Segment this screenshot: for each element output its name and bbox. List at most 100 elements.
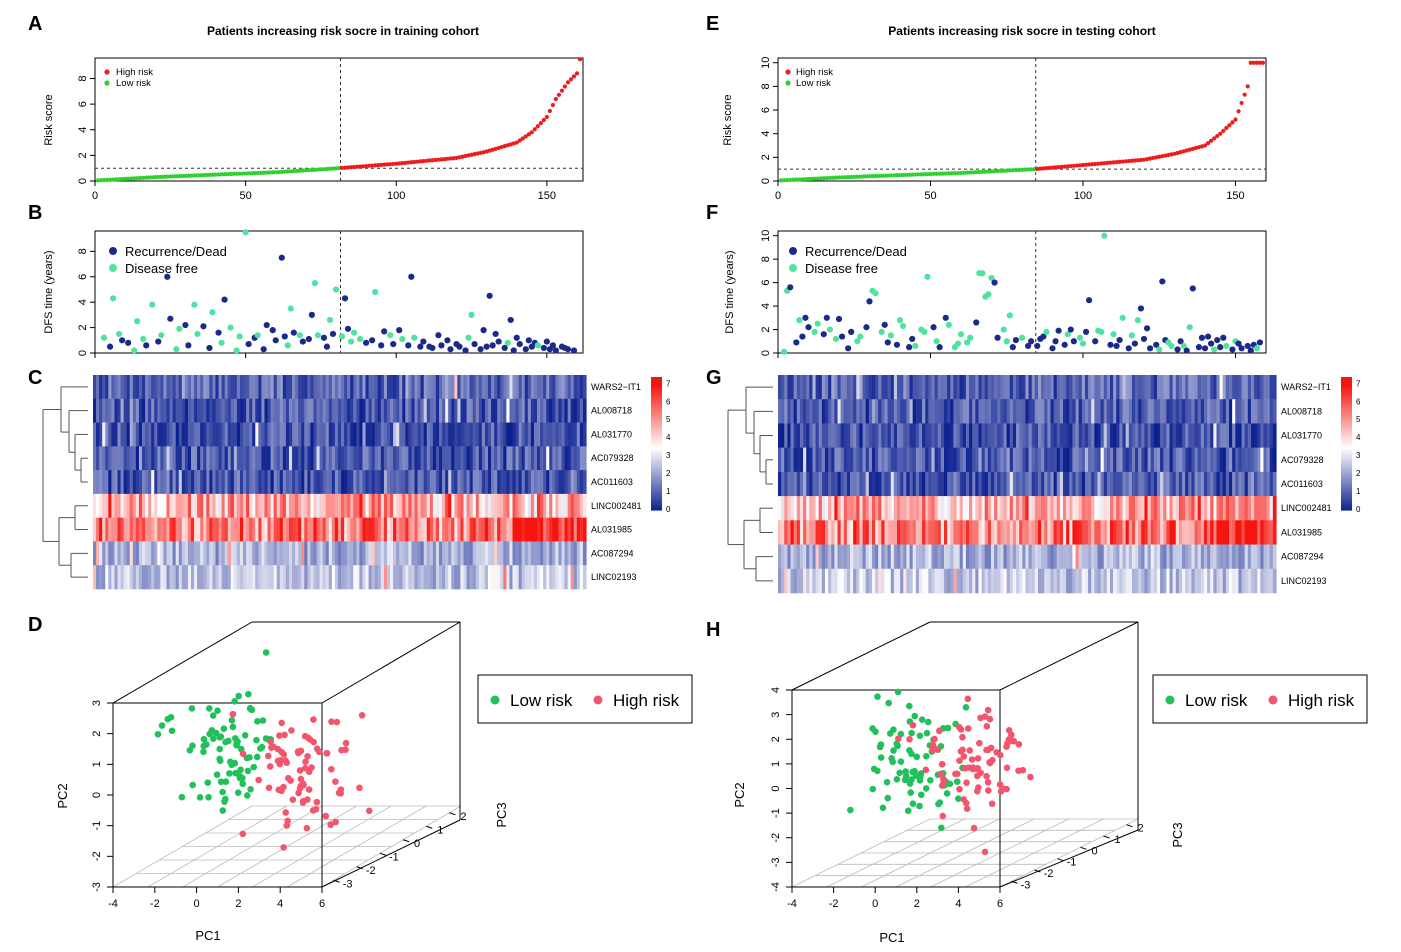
dfs-point: [1006, 312, 1013, 319]
heatmap-cell: [1006, 423, 1011, 448]
dfs-point: [507, 316, 514, 324]
heatmap-cell: [390, 517, 394, 542]
heatmap-cell: [1031, 520, 1036, 545]
heatmap-cell: [506, 398, 511, 423]
heatmap-cell: [1125, 568, 1130, 594]
heatmap-cell: [796, 399, 801, 424]
heatmap-cell: [1075, 471, 1080, 497]
heatmap-cell: [1241, 496, 1246, 521]
heatmap-cell: [123, 446, 128, 471]
heatmap-cell: [564, 398, 569, 423]
heatmap-cell: [368, 375, 373, 400]
heatmap-cell: [533, 565, 538, 590]
risk-point: [971, 170, 976, 175]
risk-point: [523, 134, 528, 139]
heatmap-cell: [1106, 544, 1111, 570]
heatmap-cell: [359, 541, 364, 566]
heatmap-cell: [987, 399, 992, 424]
dfs-point: [284, 342, 291, 349]
heatmap-cell: [209, 517, 214, 542]
risk-point: [1117, 159, 1122, 164]
heatmap-cell: [307, 446, 312, 471]
heatmap-cell: [940, 471, 945, 497]
heatmap-cell: [316, 565, 321, 590]
heatmap-cell: [567, 398, 572, 423]
heatmap-cell: [1141, 375, 1146, 400]
heatmap-cell: [909, 399, 914, 424]
heatmap-cell: [972, 447, 976, 473]
heatmap-cell: [1044, 471, 1048, 497]
heatmap-cell: [145, 470, 149, 495]
heatmap-cell: [994, 544, 998, 570]
heatmap-cell: [96, 422, 100, 447]
heatmap-cell: [190, 541, 195, 566]
heatmap-cell: [157, 493, 161, 518]
heatmap-cell: [319, 422, 324, 447]
heatmap-cell: [543, 375, 547, 400]
heatmap-cell: [411, 470, 416, 495]
heatmap-cell: [875, 423, 879, 448]
heatmap-cell: [1034, 447, 1039, 473]
heatmap-cell: [1037, 375, 1042, 400]
heatmap-cell: [264, 446, 269, 471]
risk-point: [526, 132, 531, 137]
dfs-point: [242, 229, 249, 236]
heatmap-cell: [912, 568, 917, 594]
pca-point-high-risk: [276, 732, 283, 739]
x-tick-label: 2: [235, 898, 241, 910]
heatmap-cell: [1028, 375, 1033, 400]
heatmap-cell: [478, 422, 483, 447]
heatmap-cell: [1119, 520, 1124, 545]
heatmap-cell: [439, 422, 443, 447]
heatmap-cell: [1106, 423, 1111, 448]
gene-label: AL031770: [1281, 431, 1322, 441]
colorbar-segment: [1341, 490, 1352, 493]
heatmap-cell: [497, 541, 501, 566]
heatmap-cell: [132, 446, 137, 471]
heatmap-cell: [815, 568, 820, 594]
risk-point: [1202, 143, 1208, 148]
heatmap-cell: [1044, 544, 1048, 570]
heatmap-cell: [981, 399, 986, 424]
dfs-point: [501, 344, 508, 352]
pca-point-low-risk: [239, 780, 247, 788]
risk-point: [556, 92, 562, 97]
risk-point: [297, 168, 302, 173]
z-tick-label: -1: [389, 851, 399, 863]
heatmap-cell: [1163, 520, 1167, 545]
heatmap-cell: [537, 565, 541, 590]
heatmap-cell: [1034, 496, 1039, 521]
heatmap-cell: [141, 470, 146, 495]
heatmap-cell: [1097, 568, 1102, 594]
heatmap-cell: [509, 446, 514, 471]
heatmap-cell: [981, 568, 986, 594]
heatmap-cell: [141, 398, 146, 423]
colorbar-segment: [1341, 427, 1352, 431]
heatmap-cell: [533, 470, 538, 495]
heatmap-cell: [368, 565, 373, 590]
heatmap-cell: [451, 446, 455, 471]
heatmap-cell: [567, 565, 572, 590]
pca-point-low-risk: [883, 778, 891, 786]
heatmap-cell: [799, 568, 804, 594]
heatmap-cell: [1169, 471, 1174, 497]
heatmap-cell: [1169, 375, 1174, 400]
heatmap-cell: [549, 398, 553, 423]
heatmap-cell: [353, 470, 357, 495]
heatmap-cell: [865, 520, 870, 545]
heatmap-cell: [463, 565, 468, 590]
heatmap-cell: [978, 375, 983, 400]
risk-point: [364, 163, 369, 169]
dfs-point: [988, 274, 995, 282]
heatmap-cell: [1163, 399, 1167, 424]
dfs-point: [522, 346, 529, 353]
risk-point: [1053, 165, 1058, 170]
heatmap-cell: [243, 470, 247, 495]
dfs-point: [1107, 341, 1114, 348]
dfs-point: [221, 296, 228, 303]
heatmap-cell: [925, 568, 929, 594]
heatmap-cell: [552, 493, 556, 518]
risk-point: [778, 178, 784, 183]
risk-point: [1123, 159, 1128, 164]
y-tick-label: -1: [770, 808, 782, 818]
